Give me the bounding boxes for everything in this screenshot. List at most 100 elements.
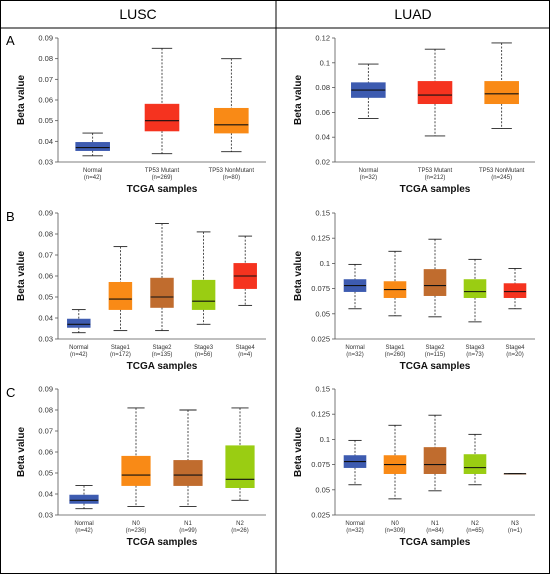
x-category-label: Normal [345,521,364,527]
x-category-count: (n=115) [425,352,445,358]
x-category-count: (n=260) [385,352,406,358]
y-tick-label: 0.06 [38,96,53,105]
x-category-count: (n=42) [75,528,93,534]
y-tick-label: 0.04 [315,133,330,142]
box-n1: N1(n=84) [423,414,447,534]
iqr-box [503,283,527,298]
x-category-count: (n=80) [223,175,241,181]
x-category-count: (n=212) [425,175,446,181]
y-tick-label: 0.07 [38,251,53,260]
box-stage2: Stage2(n=135) [150,223,174,358]
box-stage3: Stage3(n=73) [463,258,487,358]
panel-letter-a: A [6,33,15,48]
y-tick-label: 0.09 [38,385,53,394]
box-stage1: Stage1(n=260) [383,250,407,358]
x-category-label: Stage1 [385,345,405,351]
x-category-label: Stage4 [505,345,525,351]
x-axis-title: TCGA samples [400,361,471,372]
x-category-label: TP53 NonMutant [479,168,525,174]
box-n1: N1(n=99) [173,409,203,534]
header-luad: LUAD [394,6,431,22]
y-tick-label: 0.1 [320,435,330,444]
x-category-count: (n=172) [110,352,131,358]
iqr-box [121,455,151,486]
y-tick-label: 0.04 [38,490,53,499]
iqr-box [191,279,216,310]
chart-lusc-c: 0.03 0.04 0.05 0.06 0.07 0.08 0.09 Beta value TC… [16,385,266,548]
x-category-label: TP53 Mutant [145,168,180,174]
y-tick-label: 0.15 [315,209,330,218]
x-category-count: (n=65) [466,528,484,534]
box-tp53-nonmutant: TP53 NonMutant(n=245) [479,42,525,181]
iqr-box [423,269,447,296]
x-axis-title: TCGA samples [127,184,198,195]
box-n3: N3(n=1) [503,473,527,534]
box-tp53-mutant: TP53 Mutant(n=212) [417,48,453,181]
iqr-box [67,318,91,328]
box-n2: N2(n=65) [463,433,487,534]
box-tp53-nonmutant: TP53 NonMutant(n=80) [209,58,254,181]
y-tick-label: 0.02 [315,158,330,167]
y-axis-title: Beta value [293,427,304,477]
y-tick-label: 0.04 [38,137,53,146]
y-tick-label: 0.05 [38,116,53,125]
iqr-box [150,277,174,308]
iqr-box [484,81,519,105]
y-axis-title: Beta value [16,427,27,477]
y-tick-label: 0.03 [38,158,53,167]
x-category-count: (n=42) [70,352,88,358]
y-tick-label: 0.08 [38,54,53,63]
box-stage2: Stage2(n=115) [423,238,447,358]
y-tick-label: 0.125 [311,410,330,419]
x-category-label: N3 [511,521,519,527]
x-category-label: N2 [471,521,479,527]
y-axis-title: Beta value [16,75,27,125]
iqr-box [214,107,249,134]
chart-lusc-a: 0.03 0.04 0.05 0.06 0.07 0.08 0.09 Beta value TC… [16,34,266,195]
iqr-box [75,142,110,151]
x-category-label: TP53 Mutant [418,168,453,174]
iqr-box [173,460,203,486]
box-n0: N0(n=236) [121,407,151,534]
x-category-count: (n=309) [385,528,406,534]
y-tick-label: 0.025 [311,511,330,520]
x-category-label: Normal [69,345,88,351]
y-tick-label: 0.05 [38,469,53,478]
x-category-label: Stage2 [425,345,445,351]
panel-letter-c: C [6,385,15,400]
x-category-label: Stage3 [465,345,485,351]
box-n0: N0(n=309) [383,424,407,534]
y-tick-label: 0.07 [38,427,53,436]
header-lusc: LUSC [119,6,156,22]
x-axis-title: TCGA samples [127,537,198,548]
y-tick-label: 0.075 [311,284,330,293]
y-tick-label: 0.09 [38,34,53,43]
iqr-box [463,454,487,474]
x-axis-title: TCGA samples [400,537,471,548]
y-tick-label: 0.06 [38,272,53,281]
chart-luad-c: 0.025 0.05 0.075 0.1 0.125 0.15 Beta value TCGA… [293,385,535,548]
box-n2: N2(n=26) [225,407,255,534]
panel-letter-b: B [6,209,15,224]
box-stage3: Stage3(n=56) [191,231,216,358]
chart-luad-a: 0.02 0.04 0.06 0.08 0.1 0.12 Beta value TCGA sa… [293,34,535,195]
x-category-label: Stage2 [152,345,172,351]
x-category-label: Stage3 [194,345,214,351]
y-tick-label: 0.05 [315,485,330,494]
x-category-count: (n=269) [152,175,173,181]
y-tick-label: 0.08 [38,406,53,415]
box-normal: Normal(n=42) [67,309,91,358]
box-tp53-mutant: TP53 Mutant(n=269) [144,47,180,181]
x-category-count: (n=56) [195,352,213,358]
chart-lusc-b: 0.03 0.04 0.05 0.06 0.07 0.08 0.09 Beta value TC… [16,209,266,372]
x-category-count: (n=99) [179,528,197,534]
x-category-label: N0 [391,521,399,527]
y-axis-title: Beta value [293,75,304,125]
y-tick-label: 0.1 [320,58,330,67]
x-category-label: Normal [83,168,102,174]
iqr-box [417,81,453,105]
y-tick-label: 0.05 [315,309,330,318]
y-tick-label: 0.09 [38,209,53,218]
y-tick-label: 0.075 [311,460,330,469]
